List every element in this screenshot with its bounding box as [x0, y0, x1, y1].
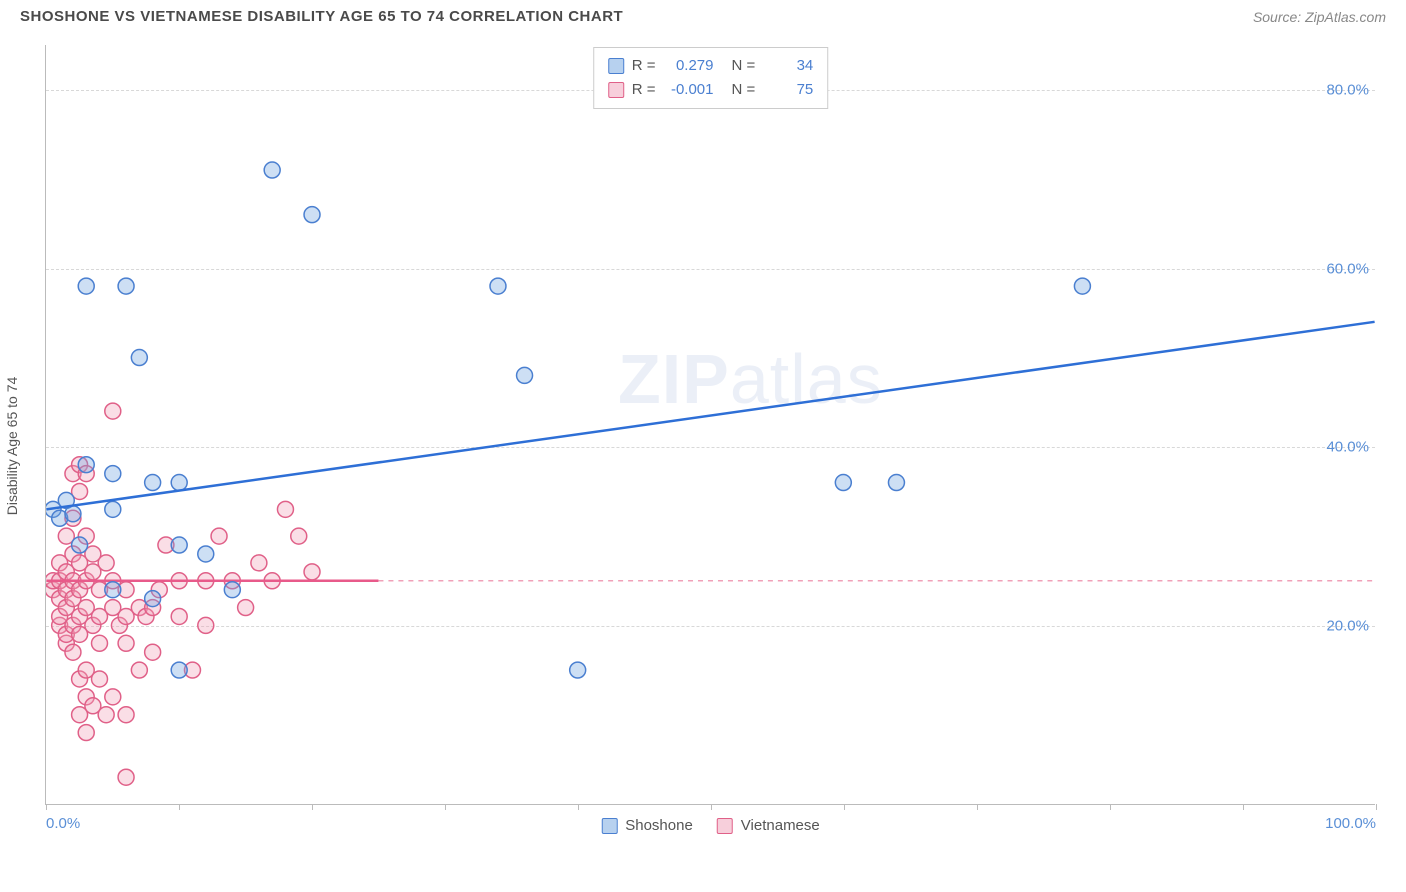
correlation-legend: R = 0.279 N = 34 R = -0.001 N = 75 — [593, 47, 829, 109]
xtick — [1110, 804, 1111, 810]
plot-svg — [46, 45, 1375, 804]
swatch-shoshone-icon — [601, 818, 617, 834]
header: SHOSHONE VS VIETNAMESE DISABILITY AGE 65… — [0, 0, 1406, 25]
xtick — [844, 804, 845, 810]
xtick — [179, 804, 180, 810]
xtick — [977, 804, 978, 810]
chart-title: SHOSHONE VS VIETNAMESE DISABILITY AGE 65… — [20, 8, 623, 25]
series-legend: Shoshone Vietnamese — [601, 817, 820, 834]
chart-area: ZIPatlas R = 0.279 N = 34 R = -0.001 N =… — [45, 45, 1375, 805]
xtick — [46, 804, 47, 810]
xtick-label: 100.0% — [1325, 815, 1376, 832]
swatch-shoshone — [608, 58, 624, 74]
xtick — [312, 804, 313, 810]
legend-item-vietnamese: Vietnamese — [717, 817, 820, 834]
xtick — [1243, 804, 1244, 810]
legend-row-shoshone: R = 0.279 N = 34 — [608, 54, 814, 78]
xtick — [711, 804, 712, 810]
xtick — [445, 804, 446, 810]
xtick — [1376, 804, 1377, 810]
legend-item-shoshone: Shoshone — [601, 817, 693, 834]
xtick-label: 0.0% — [46, 815, 80, 832]
swatch-vietnamese — [608, 82, 624, 98]
legend-row-vietnamese: R = -0.001 N = 75 — [608, 78, 814, 102]
swatch-vietnamese-icon — [717, 818, 733, 834]
source-label: Source: ZipAtlas.com — [1253, 9, 1386, 25]
xtick — [578, 804, 579, 810]
y-axis-label: Disability Age 65 to 74 — [4, 377, 20, 516]
